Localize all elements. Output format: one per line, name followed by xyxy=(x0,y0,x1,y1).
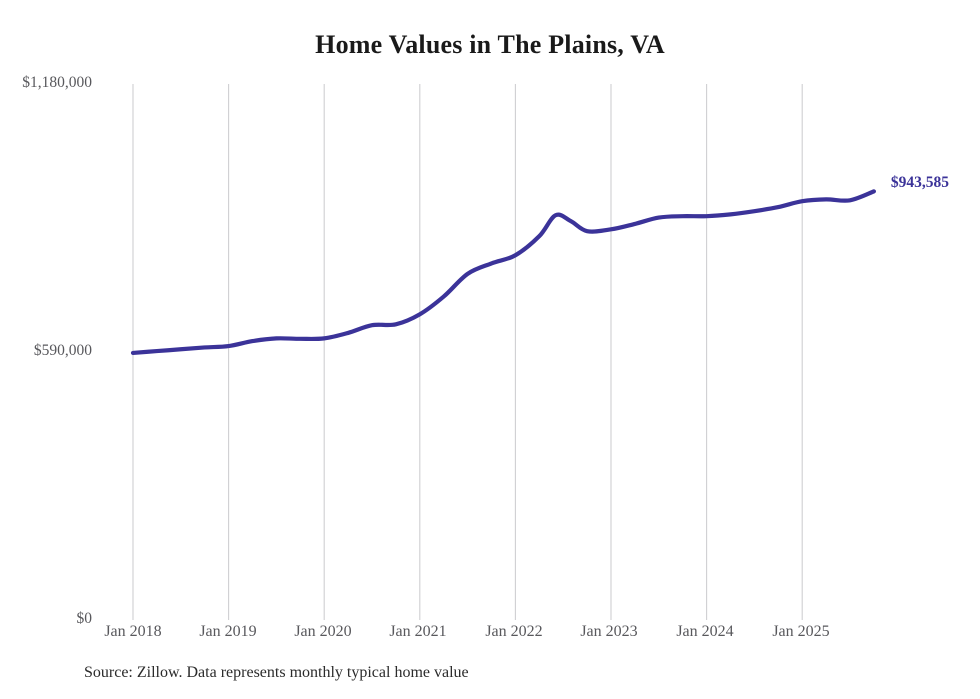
x-tick-label-jan-2021: Jan 2021 xyxy=(389,623,447,640)
y-tick-label-2: $0 xyxy=(76,610,93,627)
page-title: Home Values in The Plains, VA xyxy=(315,30,665,59)
y-tick-label-0: $1,180,000 xyxy=(22,74,92,91)
source-note: Source: Zillow. Data represents monthly … xyxy=(84,664,469,681)
x-tick-label-jan-2025: Jan 2025 xyxy=(772,623,830,640)
x-tick-label-jan-2018: Jan 2018 xyxy=(104,623,162,640)
endpoint-value-label: $943,585 xyxy=(890,174,950,192)
gridlines xyxy=(132,84,803,620)
y-tick-label-1: $590,000 xyxy=(33,342,92,359)
series-line-typical-home-value xyxy=(130,189,876,356)
x-tick-label-jan-2020: Jan 2020 xyxy=(294,623,352,640)
x-tick-label-jan-2019: Jan 2019 xyxy=(199,623,257,640)
x-tick-label-jan-2022: Jan 2022 xyxy=(485,623,543,640)
x-tick-label-jan-2023: Jan 2023 xyxy=(580,623,638,640)
x-tick-label-jan-2024: Jan 2024 xyxy=(676,623,734,640)
